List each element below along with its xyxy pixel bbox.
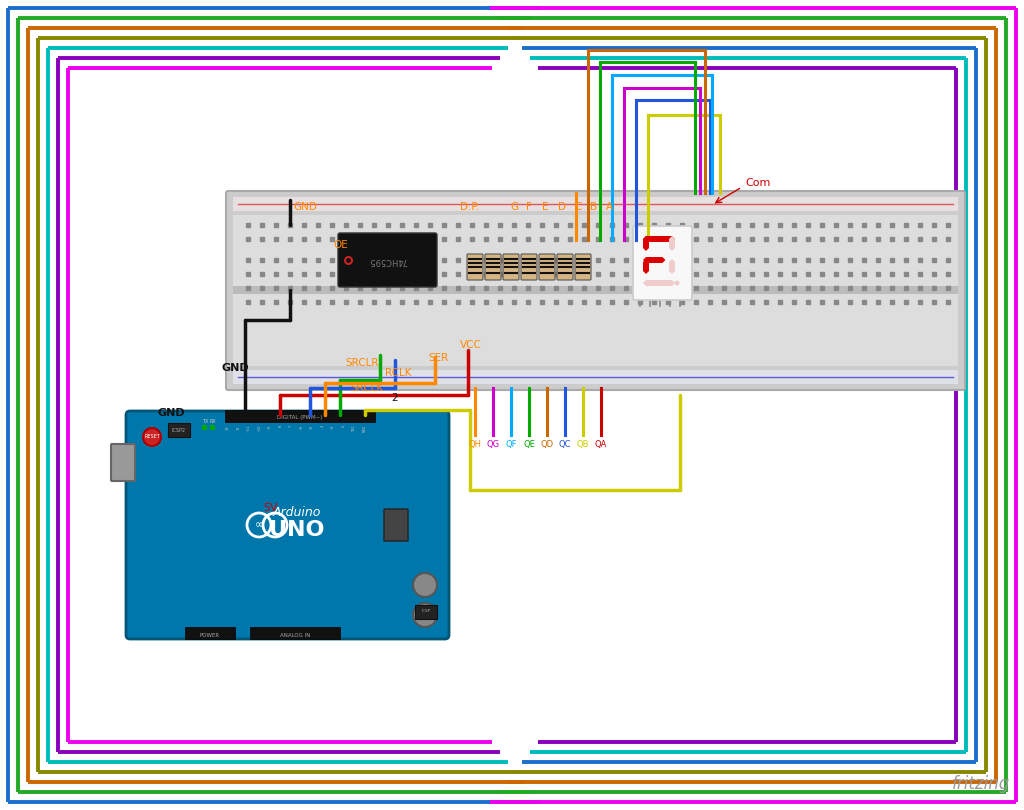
- Text: SRCLK: SRCLK: [350, 383, 383, 393]
- Polygon shape: [643, 259, 649, 274]
- FancyBboxPatch shape: [126, 411, 449, 639]
- Text: QH: QH: [469, 440, 481, 449]
- Bar: [233, 286, 958, 294]
- Text: RCLK: RCLK: [385, 368, 412, 378]
- Circle shape: [143, 428, 161, 446]
- Polygon shape: [669, 259, 675, 274]
- Text: ICSP2: ICSP2: [172, 428, 186, 433]
- Text: QD: QD: [541, 440, 554, 449]
- Text: OE: OE: [333, 240, 348, 250]
- Polygon shape: [643, 280, 675, 286]
- Circle shape: [675, 280, 680, 285]
- Text: RX0: RX0: [362, 425, 367, 432]
- FancyBboxPatch shape: [521, 254, 537, 280]
- Text: D.P.: D.P.: [460, 202, 479, 212]
- Text: ~10: ~10: [257, 425, 261, 433]
- Text: ∞: ∞: [254, 520, 263, 530]
- Text: F: F: [526, 202, 531, 212]
- Bar: [233, 370, 958, 384]
- Text: ~9: ~9: [268, 425, 272, 430]
- Text: QE: QE: [523, 440, 535, 449]
- FancyBboxPatch shape: [226, 191, 965, 390]
- Text: ~5: ~5: [310, 425, 314, 430]
- Text: 13: 13: [226, 425, 230, 429]
- Text: D: D: [558, 202, 566, 212]
- Text: 2: 2: [391, 393, 397, 403]
- Polygon shape: [669, 236, 675, 251]
- Text: 12: 12: [237, 425, 241, 429]
- Text: VCC: VCC: [460, 340, 482, 350]
- Bar: [233, 215, 958, 366]
- Circle shape: [413, 603, 437, 627]
- FancyBboxPatch shape: [633, 226, 692, 300]
- Text: ~6: ~6: [299, 425, 303, 430]
- FancyBboxPatch shape: [575, 254, 591, 280]
- Text: G: G: [510, 202, 518, 212]
- Text: ANALOG IN: ANALOG IN: [280, 633, 310, 638]
- Circle shape: [413, 573, 437, 597]
- Text: GND: GND: [293, 202, 316, 212]
- Bar: [233, 197, 958, 211]
- Text: UNO: UNO: [269, 520, 325, 540]
- Text: ICSP: ICSP: [422, 609, 430, 613]
- Text: Com: Com: [745, 178, 770, 188]
- Text: E: E: [542, 202, 549, 212]
- Bar: [225, 410, 375, 422]
- Text: QF: QF: [505, 440, 517, 449]
- Bar: [202, 425, 207, 430]
- Polygon shape: [643, 236, 675, 242]
- Text: TX1: TX1: [352, 425, 356, 432]
- Text: A: A: [606, 202, 613, 212]
- FancyBboxPatch shape: [539, 254, 555, 280]
- Text: POWER: POWER: [200, 633, 220, 638]
- Text: RESET: RESET: [144, 434, 160, 440]
- Text: GND: GND: [158, 408, 185, 418]
- Text: fritzing: fritzing: [951, 775, 1010, 793]
- Text: 74HC595: 74HC595: [369, 255, 407, 265]
- Text: 8: 8: [279, 425, 283, 427]
- Polygon shape: [643, 236, 649, 251]
- FancyBboxPatch shape: [338, 233, 437, 287]
- Text: ~11: ~11: [247, 425, 251, 433]
- Bar: [210, 425, 215, 430]
- Text: DIGITAL (PWM~): DIGITAL (PWM~): [278, 415, 323, 420]
- FancyBboxPatch shape: [485, 254, 501, 280]
- Text: C: C: [574, 202, 582, 212]
- FancyBboxPatch shape: [467, 254, 483, 280]
- Text: SRCLR: SRCLR: [345, 358, 379, 368]
- Bar: [250, 627, 340, 639]
- Text: QA: QA: [595, 440, 607, 449]
- Text: QG: QG: [486, 440, 500, 449]
- Text: 5V: 5V: [263, 503, 278, 513]
- Text: Arduino: Arduino: [272, 506, 322, 519]
- Text: SER: SER: [428, 353, 449, 363]
- FancyBboxPatch shape: [503, 254, 519, 280]
- FancyBboxPatch shape: [557, 254, 573, 280]
- Text: B: B: [590, 202, 597, 212]
- FancyBboxPatch shape: [415, 605, 437, 619]
- Text: 2: 2: [341, 425, 345, 427]
- Text: ~3: ~3: [331, 425, 335, 430]
- Text: 4: 4: [321, 425, 325, 427]
- FancyBboxPatch shape: [384, 509, 408, 541]
- Text: GND: GND: [222, 363, 250, 373]
- Text: QC: QC: [559, 440, 571, 449]
- Text: 7: 7: [289, 425, 293, 427]
- Text: QB: QB: [577, 440, 589, 449]
- Text: RX: RX: [210, 419, 217, 424]
- FancyBboxPatch shape: [168, 423, 190, 437]
- Polygon shape: [643, 257, 666, 263]
- Text: TX: TX: [202, 419, 208, 424]
- FancyBboxPatch shape: [111, 444, 135, 481]
- Bar: [185, 627, 234, 639]
